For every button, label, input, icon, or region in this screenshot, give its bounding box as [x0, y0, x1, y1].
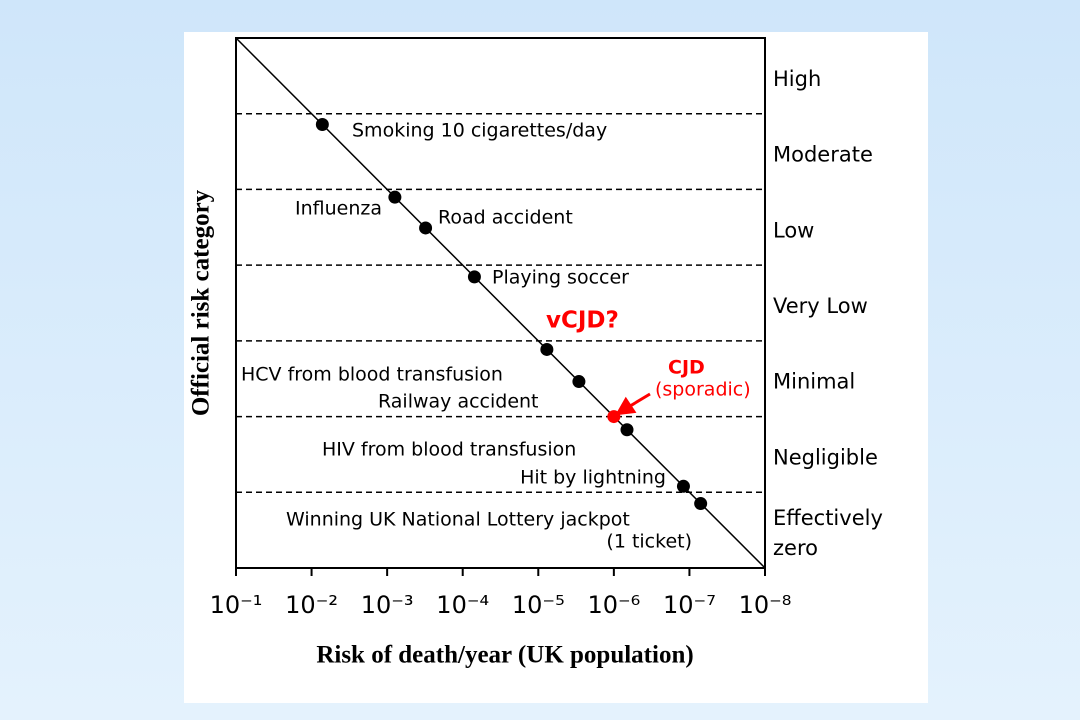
plot-frame — [235, 37, 766, 569]
x-tick-label: 10⁻⁸ — [739, 591, 792, 619]
point-label: Playing soccer — [492, 267, 629, 289]
x-tick-label: 10⁻⁶ — [587, 591, 640, 619]
point-label: Road accident — [438, 207, 573, 229]
point — [694, 497, 708, 511]
x-tick-label: 10⁻⁷ — [663, 591, 716, 619]
point-label: Railway accident — [378, 391, 539, 413]
x-tick-label: 10⁻⁵ — [512, 591, 565, 619]
x-tick-label: 10⁻¹ — [210, 591, 263, 619]
point — [620, 423, 634, 437]
x-tick-label: 10⁻² — [285, 591, 338, 619]
category-label: High — [773, 67, 821, 91]
category-label: Low — [773, 218, 814, 242]
point — [540, 342, 554, 356]
x-axis-title: Risk of death/year (UK population) — [316, 642, 693, 669]
point-label: Hit by lightning — [520, 467, 666, 489]
x-tick-label: 10⁻⁴ — [436, 591, 489, 619]
point-label: Influenza — [295, 198, 382, 220]
category-label: Negligible — [773, 445, 878, 469]
point-label: (1 ticket) — [606, 531, 692, 553]
panel — [184, 32, 928, 703]
annotation: vCJD? — [546, 308, 619, 334]
point — [388, 190, 402, 204]
point-label: Smoking 10 cigarettes/day — [352, 120, 607, 142]
category-label: zero — [773, 536, 818, 560]
category-label: Minimal — [773, 370, 855, 394]
arrow — [615, 392, 651, 416]
category-label: Very Low — [773, 294, 868, 318]
point — [467, 270, 481, 284]
point-label: Winning UK National Lottery jackpot — [286, 509, 630, 531]
y-axis-title: Official risk category — [188, 189, 215, 416]
category-label: Effectively — [773, 506, 883, 530]
point-label: HIV from blood transfusion — [322, 439, 576, 461]
x-tick-label: 10⁻³ — [361, 591, 414, 619]
category-label: Moderate — [773, 143, 873, 167]
point — [315, 118, 329, 132]
point — [419, 221, 433, 235]
point — [676, 479, 690, 493]
point — [572, 375, 586, 389]
point-label: HCV from blood transfusion — [241, 364, 503, 386]
point-label: CJD — [668, 357, 705, 379]
point-label: (sporadic) — [655, 379, 751, 401]
